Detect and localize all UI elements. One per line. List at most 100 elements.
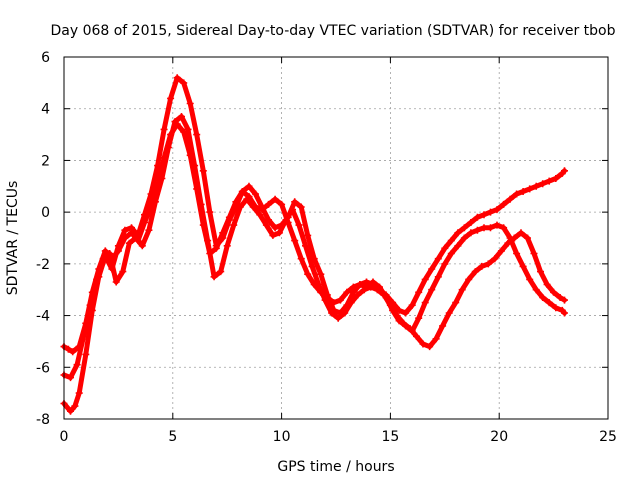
- data-point: [121, 226, 129, 234]
- data-point: [289, 206, 296, 214]
- data-point: [493, 221, 501, 229]
- data-point: [439, 322, 447, 330]
- data-point: [467, 219, 475, 226]
- axis-ticks: [63, 56, 609, 420]
- data-point: [413, 332, 420, 340]
- data-point: [402, 309, 410, 317]
- data-point: [310, 281, 318, 288]
- data-point: [101, 247, 109, 255]
- series-track-1: [60, 74, 568, 415]
- data-point: [73, 361, 81, 369]
- data-point: [434, 255, 442, 263]
- data-point: [141, 219, 148, 226]
- data-point: [154, 182, 162, 190]
- y-axis-label: SDTVAR / TECUs: [5, 181, 21, 296]
- data-point: [193, 185, 201, 193]
- data-point: [550, 288, 558, 296]
- chart-title: Day 068 of 2015, Sidereal Day-to-day VTE…: [50, 23, 615, 39]
- data-point: [230, 221, 238, 229]
- data-point: [178, 113, 185, 120]
- data-point: [434, 273, 442, 281]
- data-point: [447, 237, 455, 245]
- y-tick-label: 6: [41, 50, 50, 66]
- data-point: [454, 229, 462, 237]
- data-point: [408, 301, 416, 309]
- data-point: [334, 314, 342, 322]
- data-series: [60, 74, 568, 415]
- data-point: [245, 182, 253, 190]
- data-point: [517, 229, 525, 237]
- data-point: [428, 265, 436, 273]
- data-point: [108, 255, 116, 263]
- series-track-2: [60, 113, 568, 382]
- data-point: [454, 242, 462, 250]
- data-point: [206, 250, 214, 257]
- data-point: [458, 286, 466, 294]
- data-point: [532, 182, 540, 190]
- data-point: [460, 234, 468, 242]
- data-point: [82, 319, 90, 327]
- data-point: [199, 167, 207, 175]
- data-point: [173, 120, 181, 128]
- data-point: [258, 206, 266, 214]
- data-point: [265, 200, 272, 208]
- data-point: [519, 188, 527, 195]
- data-point: [238, 188, 246, 195]
- data-point: [561, 309, 568, 317]
- data-point: [369, 281, 377, 288]
- x-tick-label: 15: [381, 429, 399, 445]
- data-point: [252, 203, 259, 211]
- data-point: [421, 299, 429, 307]
- data-point: [524, 234, 531, 242]
- data-point: [510, 234, 518, 242]
- data-point: [561, 167, 568, 175]
- data-point: [265, 216, 272, 224]
- data-point: [406, 325, 414, 332]
- data-point: [291, 198, 299, 206]
- data-point: [295, 221, 303, 229]
- data-point: [360, 286, 368, 294]
- data-point: [297, 255, 305, 263]
- data-point: [236, 203, 244, 211]
- data-point: [219, 229, 227, 237]
- y-tick-label: -8: [36, 412, 50, 428]
- data-point: [232, 198, 240, 206]
- data-point: [167, 94, 175, 102]
- data-point: [530, 250, 538, 257]
- data-point: [317, 288, 325, 296]
- data-point: [160, 154, 168, 162]
- data-point: [426, 343, 434, 351]
- data-point: [432, 335, 440, 343]
- data-point: [119, 268, 127, 276]
- data-point: [330, 299, 338, 307]
- data-point: [526, 185, 534, 193]
- data-point: [180, 128, 188, 136]
- data-point: [513, 250, 521, 257]
- data-point: [210, 273, 218, 281]
- data-point: [465, 275, 473, 283]
- data-point: [317, 270, 325, 278]
- x-tick-labels: 0 5 10 15 20 25: [60, 429, 617, 445]
- data-point: [519, 262, 527, 270]
- data-point: [421, 275, 429, 283]
- data-point: [561, 296, 568, 304]
- data-point: [160, 125, 168, 133]
- data-point: [147, 203, 155, 211]
- y-tick-label: 4: [41, 102, 50, 118]
- y-tick-label: -2: [36, 257, 50, 273]
- data-point: [441, 260, 449, 268]
- plot-frame: [63, 56, 609, 420]
- data-point: [500, 224, 508, 232]
- data-point: [88, 288, 96, 296]
- y-tick-label: -4: [36, 309, 50, 325]
- data-point: [473, 213, 481, 221]
- x-tick-label: 5: [168, 429, 177, 445]
- y-tick-label: -6: [36, 360, 50, 376]
- data-point: [256, 211, 264, 219]
- data-point: [356, 281, 364, 288]
- data-point: [393, 312, 401, 320]
- data-point: [460, 224, 468, 232]
- data-point: [217, 268, 225, 276]
- x-tick-label: 0: [60, 429, 69, 445]
